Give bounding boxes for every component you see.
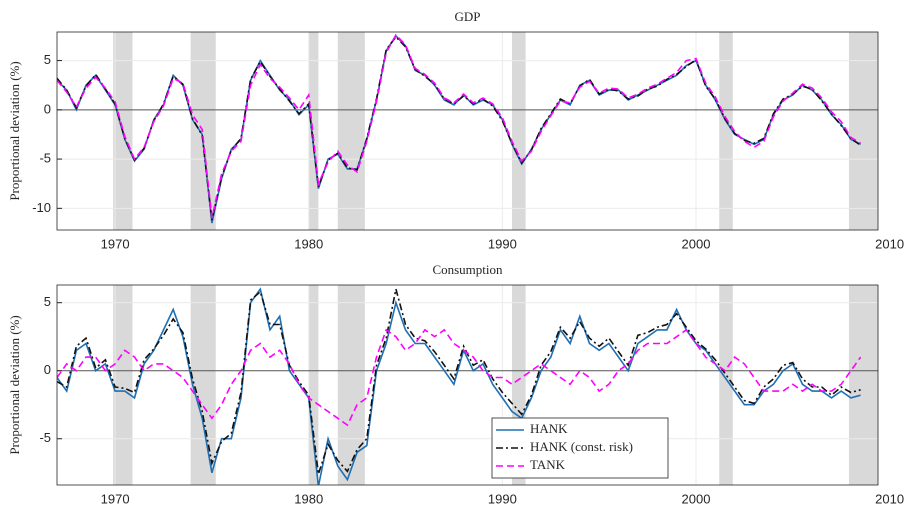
y-tick-label: 5: [44, 52, 51, 67]
y-tick-label: -5: [39, 430, 51, 445]
x-tick-label: 1970: [101, 491, 130, 506]
legend-label: TANK: [530, 457, 566, 472]
recession-band: [719, 32, 733, 230]
x-tick-label: 2010: [875, 236, 904, 251]
recession-band: [337, 285, 365, 485]
axes-frame: [56, 31, 879, 231]
recession-band: [308, 285, 319, 485]
recession-band: [848, 285, 878, 485]
recession-band: [719, 285, 733, 485]
y-axis-label: Proportional deviation (%): [7, 61, 22, 200]
y-tick-label: 0: [44, 362, 51, 377]
recession-band: [512, 32, 526, 230]
x-tick-label: 1980: [294, 491, 323, 506]
axes-background: [57, 32, 878, 230]
recession-band: [190, 32, 216, 230]
axes-frame: [56, 284, 879, 486]
y-axis-label: Proportional deviation (%): [7, 315, 22, 454]
legend-label: HANK (const. risk): [530, 439, 633, 454]
y-tick-label: -10: [32, 200, 51, 215]
recession-band: [337, 32, 365, 230]
x-tick-label: 2000: [682, 236, 711, 251]
y-tick-label: 5: [44, 294, 51, 309]
recession-band: [190, 285, 216, 485]
series-line: [57, 33, 862, 219]
legend: HANK HANK (const. risk) TANK: [491, 417, 669, 479]
series-line: [57, 287, 861, 485]
axes-background: [57, 285, 878, 485]
y-tick-label: -5: [39, 151, 51, 166]
x-tick-label: 1990: [488, 491, 517, 506]
y-tick-label: 0: [44, 101, 51, 116]
recession-band: [848, 32, 878, 230]
series-line: [57, 328, 862, 427]
legend-label: HANK: [530, 421, 568, 436]
x-tick-label: 1970: [101, 236, 130, 251]
plot-area: [57, 32, 878, 230]
x-tick-label: 1980: [294, 236, 323, 251]
x-tick-label: 2000: [682, 491, 711, 506]
recession-band: [308, 32, 319, 230]
chart-title: GDP: [454, 9, 480, 24]
recession-band: [113, 285, 133, 485]
chart-title: Consumption: [432, 262, 503, 277]
series-line: [57, 35, 862, 221]
x-tick-label: 2010: [875, 491, 904, 506]
x-tick-label: 1990: [488, 236, 517, 251]
plot-area: [57, 285, 878, 485]
